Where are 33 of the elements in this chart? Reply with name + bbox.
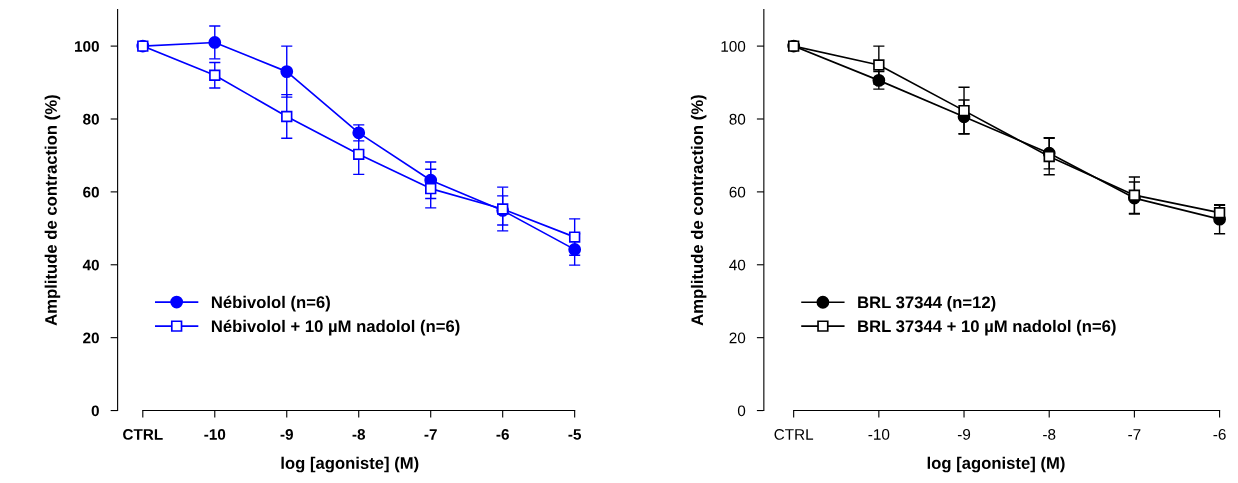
y-tick-label: 80 — [729, 113, 746, 125]
y-tick-label: 0 — [737, 405, 746, 417]
x-axis-title: log [agoniste] (M) — [281, 456, 419, 473]
x-tick-label: -8 — [352, 429, 366, 440]
x-tick-label: -7 — [424, 429, 437, 440]
x-tick-label: CTRL — [774, 429, 814, 440]
x-axis-title: log [agoniste] (M) — [927, 456, 1065, 473]
y-axis-title: Amplitude de contraction (%) — [44, 95, 61, 326]
x-tick-label: -9 — [280, 429, 293, 440]
y-tick-label: 40 — [82, 259, 99, 271]
y-tick-label: 100 — [721, 40, 746, 52]
x-tick-label: -10 — [204, 429, 226, 440]
y-tick-label: 40 — [729, 259, 746, 271]
x-tick-label: CTRL — [123, 429, 163, 440]
x-tick-label: -10 — [868, 429, 890, 440]
y-tick-label: 20 — [83, 332, 99, 344]
x-tick-label: -6 — [496, 429, 509, 440]
legend-label: BRL 37344 + 10 µM nadolol (n=6) — [858, 319, 1116, 336]
y-tick-label: 20 — [729, 332, 746, 344]
y-tick-label: 60 — [83, 186, 99, 198]
y-axis-title: Amplitude de contraction (%) — [690, 95, 707, 326]
x-tick-label: -7 — [1128, 429, 1141, 440]
legend-label: Nébivolol (n=6) — [211, 295, 330, 312]
y-tick-label: 80 — [83, 113, 99, 125]
x-tick-label: -5 — [568, 429, 582, 440]
legend-label: Nébivolol + 10 µM nadolol (n=6) — [211, 319, 460, 336]
x-tick-label: -9 — [957, 429, 971, 440]
y-tick-label: 0 — [91, 405, 99, 417]
x-tick-label: -8 — [1043, 429, 1056, 440]
x-tick-label: -6 — [1213, 429, 1226, 440]
y-tick-label: 60 — [729, 186, 746, 198]
y-tick-label: 100 — [75, 40, 99, 52]
legend-label: BRL 37344 (n=12) — [858, 296, 996, 312]
